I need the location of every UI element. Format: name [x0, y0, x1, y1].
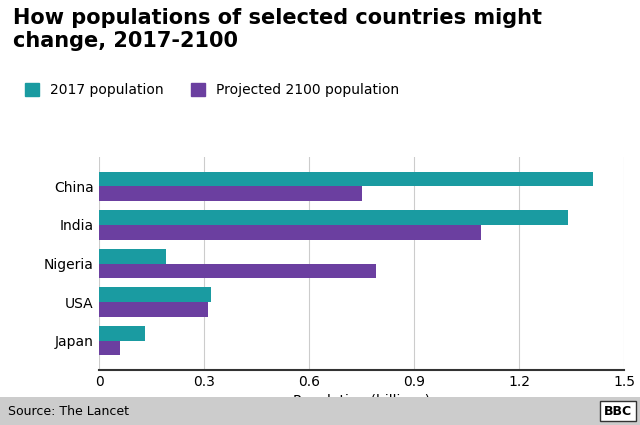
Bar	[99, 172, 593, 186]
Bar	[99, 210, 568, 225]
Legend: 2017 population, Projected 2100 population: 2017 population, Projected 2100 populati…	[25, 83, 399, 97]
Text: How populations of selected countries might
change, 2017-2100: How populations of selected countries mi…	[13, 8, 542, 51]
Bar	[99, 249, 166, 264]
Text: BBC: BBC	[604, 405, 632, 418]
Bar	[99, 264, 376, 278]
Text: Source: The Lancet: Source: The Lancet	[8, 405, 129, 418]
Bar	[99, 326, 145, 341]
Bar	[99, 225, 481, 240]
Bar	[99, 287, 211, 302]
X-axis label: Population (billions): Population (billions)	[293, 394, 430, 408]
Bar	[99, 186, 362, 201]
Bar	[99, 341, 120, 355]
Bar	[99, 302, 207, 317]
